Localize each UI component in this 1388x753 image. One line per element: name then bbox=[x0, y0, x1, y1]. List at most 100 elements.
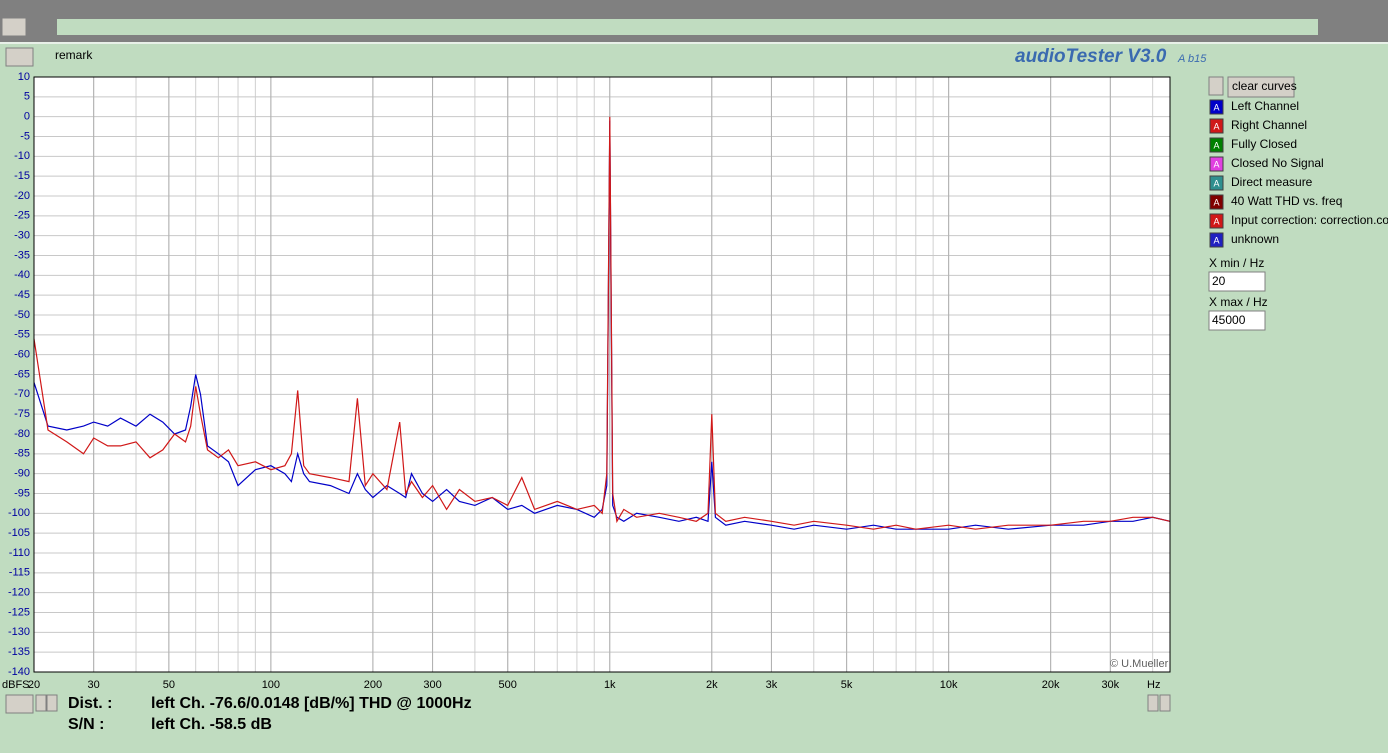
curve-icon-letter: A bbox=[1213, 121, 1219, 131]
scroll-right[interactable] bbox=[46, 694, 58, 712]
y-tick-label: -30 bbox=[14, 230, 30, 242]
curve-icon[interactable] bbox=[1209, 175, 1224, 191]
x-tick-label: 2k bbox=[706, 679, 718, 691]
scroll-left-2[interactable] bbox=[1147, 694, 1159, 712]
y-tick-label: -70 bbox=[14, 388, 30, 400]
x-tick-label: 1k bbox=[604, 679, 616, 691]
y-tick-label: -20 bbox=[14, 190, 30, 202]
legend-entry: Direct measure bbox=[1231, 175, 1313, 189]
y-tick-label: -110 bbox=[9, 547, 30, 559]
app-version: A b15 bbox=[1177, 53, 1207, 65]
x-tick-label: 300 bbox=[423, 679, 441, 691]
legend-entry: unknown bbox=[1231, 232, 1279, 246]
curve-icon-letter: A bbox=[1213, 159, 1219, 169]
y-tick-label: -130 bbox=[8, 626, 30, 638]
legend-entry: Closed No Signal bbox=[1231, 156, 1324, 170]
curve-icon-letter: A bbox=[1213, 102, 1219, 112]
xmax-input[interactable] bbox=[1208, 310, 1266, 331]
y-tick-label: -55 bbox=[14, 329, 30, 341]
y-tick-label: -5 bbox=[20, 130, 30, 142]
xmin-input[interactable] bbox=[1208, 271, 1266, 292]
legend: A Left Channel A Right Channel A Fully Closed… bbox=[1209, 99, 1388, 248]
progress-bar bbox=[57, 19, 1318, 35]
curve bbox=[33, 120, 1171, 530]
clear-curves-button[interactable] bbox=[1227, 76, 1295, 98]
curves bbox=[33, 116, 1171, 530]
y-tick-label: -50 bbox=[14, 309, 30, 321]
y-tick-label: -95 bbox=[14, 487, 30, 499]
x-tick-label: 3k bbox=[766, 679, 778, 691]
sn-value: left Ch. -58.5 dB bbox=[151, 716, 272, 733]
y-tick-label: -125 bbox=[8, 606, 30, 618]
y-tick-label: -85 bbox=[14, 448, 30, 460]
legend-entry: 40 Watt THD vs. freq bbox=[1231, 194, 1342, 208]
copyright: © U.Mueller bbox=[1110, 658, 1169, 670]
curve-icon[interactable] bbox=[1209, 118, 1224, 134]
y-tick-label: -25 bbox=[14, 210, 30, 222]
xmax-label: X max / Hz bbox=[1209, 295, 1268, 309]
curve-icon-letter: A bbox=[1213, 235, 1219, 245]
curve-icon[interactable] bbox=[1209, 194, 1224, 210]
x-tick-label: 30k bbox=[1101, 679, 1119, 691]
y-tick-label: -100 bbox=[8, 507, 30, 519]
x-tick-label: 20 bbox=[28, 679, 40, 691]
y-tick-label: -60 bbox=[14, 349, 30, 361]
y-tick-label: -45 bbox=[14, 289, 30, 301]
legend-entry: Input correction: correction.cor bbox=[1231, 213, 1388, 227]
scroll-left[interactable] bbox=[35, 694, 47, 712]
y-tick-label: 0 bbox=[24, 111, 30, 123]
x-tick-label: 100 bbox=[262, 679, 280, 691]
grid bbox=[33, 76, 1170, 673]
y-tick-label: 5 bbox=[24, 91, 30, 103]
x-tick-label: 30 bbox=[88, 679, 100, 691]
y-tick-label: -10 bbox=[14, 150, 30, 162]
y-tick-label: -115 bbox=[9, 567, 30, 579]
clear-curves-label: clear curves bbox=[1232, 79, 1297, 93]
y-tick-label: -80 bbox=[14, 428, 30, 440]
y-tick-label: 10 bbox=[18, 71, 30, 83]
x-tick-label: 200 bbox=[364, 679, 382, 691]
curve bbox=[33, 116, 1171, 530]
bottom-spinner[interactable] bbox=[5, 694, 34, 714]
curve-spinner[interactable] bbox=[1208, 76, 1224, 96]
curve-icon-letter: A bbox=[1213, 140, 1219, 150]
dist-value: left Ch. -76.6/0.0148 [dB/%] THD @ 1000H… bbox=[151, 695, 472, 712]
plot-border bbox=[33, 76, 1171, 673]
y-tick-label: -90 bbox=[14, 468, 30, 480]
curve-icon[interactable] bbox=[1209, 156, 1224, 172]
legend-entry: Left Channel bbox=[1231, 99, 1299, 113]
xmin-value: 20 bbox=[1212, 274, 1226, 288]
curve-icon-letter: A bbox=[1213, 178, 1219, 188]
xmax-value: 45000 bbox=[1212, 313, 1246, 327]
curve-icon[interactable] bbox=[1209, 213, 1224, 229]
legend-entry: Right Channel bbox=[1231, 118, 1307, 132]
curve-icon[interactable] bbox=[1209, 99, 1224, 115]
sn-label: S/N : bbox=[68, 716, 104, 733]
curve-icon[interactable] bbox=[1209, 232, 1224, 248]
x-tick-label: 50 bbox=[163, 679, 175, 691]
y-axis-label: dBFS bbox=[2, 679, 30, 691]
y-tick-label: -65 bbox=[14, 368, 30, 380]
y-tick-label: -120 bbox=[8, 587, 30, 599]
x-tick-label: 500 bbox=[499, 679, 517, 691]
dist-label: Dist. : bbox=[68, 695, 112, 712]
curve-icon[interactable] bbox=[1209, 137, 1224, 153]
legend-entry: Fully Closed bbox=[1231, 137, 1297, 151]
scroll-right-2[interactable] bbox=[1159, 694, 1171, 712]
remark-spinner[interactable] bbox=[5, 47, 34, 67]
y-tick-label: -105 bbox=[8, 527, 30, 539]
x-tick-label: 20k bbox=[1042, 679, 1060, 691]
xmin-label: X min / Hz bbox=[1209, 256, 1264, 270]
y-tick-label: -140 bbox=[8, 666, 30, 678]
remark-label: remark bbox=[55, 48, 93, 62]
x-tick-label: 5k bbox=[841, 679, 853, 691]
y-tick-label: -15 bbox=[14, 170, 30, 182]
app-title: audioTester V3.0 bbox=[1015, 46, 1167, 67]
curve-icon-letter: A bbox=[1213, 216, 1219, 226]
y-tick-label: -75 bbox=[14, 408, 30, 420]
y-tick-label: -135 bbox=[8, 646, 30, 658]
curve-icon-letter: A bbox=[1213, 197, 1219, 207]
y-tick-label: -40 bbox=[14, 269, 30, 281]
separator bbox=[0, 42, 1388, 44]
spinner[interactable] bbox=[1, 17, 27, 37]
